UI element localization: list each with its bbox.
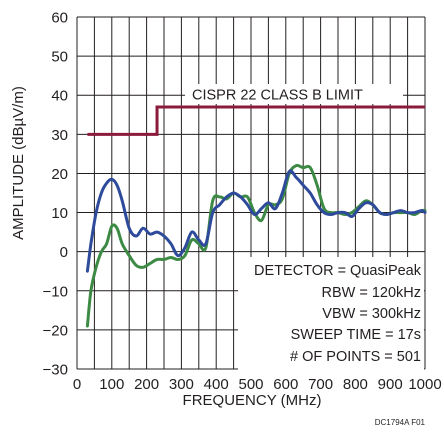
y-tick-label: 60 [51,10,68,27]
x-tick-label: 500 [238,376,263,393]
limit-label: CISPR 22 CLASS B LIMIT [192,88,363,104]
x-tick-label: 400 [204,376,229,393]
x-tick-label: 700 [308,376,333,393]
x-tick-label: 600 [273,376,298,393]
series-line-1 [85,169,427,273]
y-tick-labels: −30 −20 −10 0 10 20 30 40 50 60 [43,10,68,379]
annotation-num-points: # OF POINTS = 501 [290,349,421,365]
limit-line [87,105,425,136]
x-tick-label: 100 [99,376,124,393]
y-tick-label: 40 [51,88,68,105]
annotation-background [238,257,424,370]
y-tick-label: −10 [43,283,68,300]
y-tick-label: 50 [51,49,68,66]
x-tick-labels: 0 100 200 300 400 500 600 700 800 900 1000 [73,376,442,393]
x-tick-label: 0 [73,376,81,393]
limit-label-background [185,84,403,104]
x-tick-label: 300 [169,376,194,393]
x-axis-title: FREQUENCY (MHz) [183,392,322,409]
y-tick-label: 30 [51,127,68,144]
y-tick-label: 20 [51,166,68,183]
series [85,163,427,328]
x-tick-label: 900 [378,376,403,393]
annotation-detector: DETECTOR = QuasiPeak [254,263,422,279]
y-axis-title: AMPLITUDE (dBµV/m) [10,86,27,240]
figure-id: DC1794A F01 [375,418,426,427]
y-tick-label: 10 [51,205,68,222]
x-tick-label: 200 [134,376,159,393]
x-tick-label: 800 [343,376,368,393]
annotation-sweep-time: SWEEP TIME = 17s [291,327,421,343]
y-tick-label: −30 [43,362,68,379]
annotation-vbw: VBW = 300kHz [322,306,421,322]
y-tick-label: −20 [43,322,68,339]
y-tick-label: 0 [60,244,68,261]
x-tick-label: 1000 [408,376,441,393]
annotation-rbw: RBW = 120kHz [321,285,421,301]
